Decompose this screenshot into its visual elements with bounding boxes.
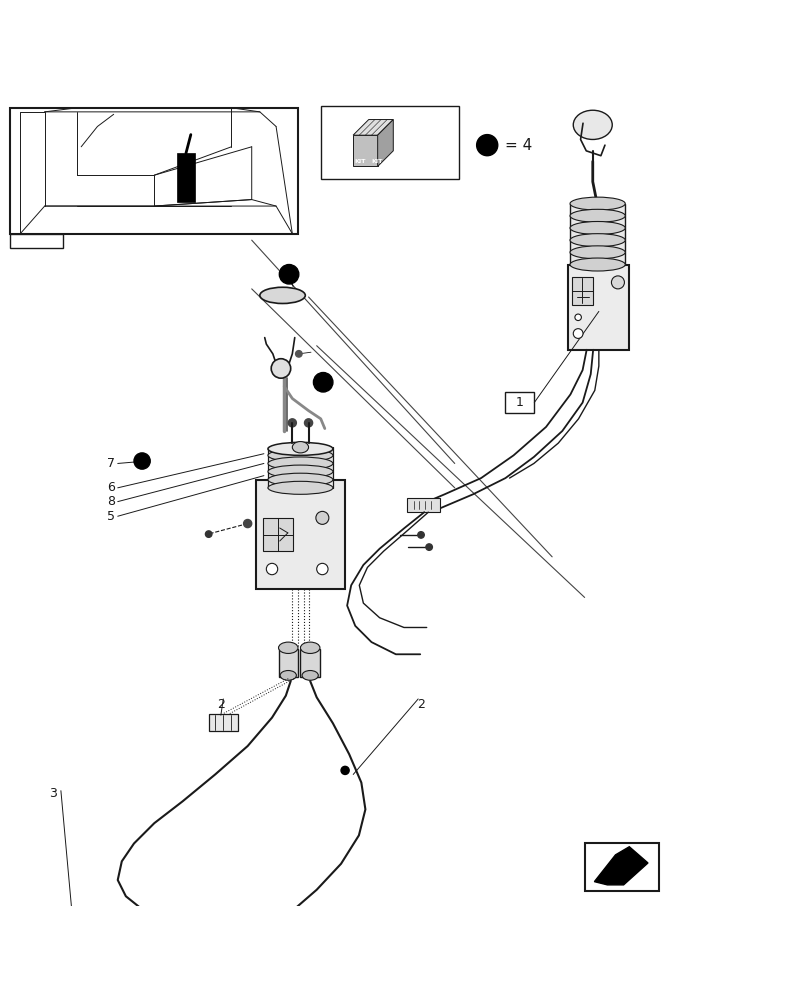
Circle shape [574, 314, 581, 321]
Circle shape [288, 419, 296, 427]
Polygon shape [377, 120, 393, 166]
Circle shape [266, 563, 277, 575]
Circle shape [134, 453, 150, 469]
FancyBboxPatch shape [255, 480, 345, 589]
Ellipse shape [569, 209, 624, 222]
Ellipse shape [268, 473, 333, 486]
Circle shape [82, 913, 88, 920]
FancyBboxPatch shape [569, 204, 624, 265]
Circle shape [295, 351, 302, 357]
FancyBboxPatch shape [584, 843, 659, 891]
Ellipse shape [268, 442, 333, 455]
FancyBboxPatch shape [320, 106, 458, 179]
Ellipse shape [573, 110, 611, 139]
Circle shape [79, 910, 92, 923]
Ellipse shape [268, 465, 333, 478]
Ellipse shape [280, 671, 296, 680]
Ellipse shape [268, 449, 333, 462]
FancyBboxPatch shape [10, 234, 62, 248]
Circle shape [316, 563, 328, 575]
Circle shape [611, 276, 624, 289]
Circle shape [341, 766, 349, 774]
Polygon shape [353, 135, 377, 166]
Text: = 4: = 4 [504, 138, 532, 153]
Ellipse shape [300, 642, 320, 653]
Circle shape [74, 925, 80, 932]
Ellipse shape [268, 457, 333, 470]
Ellipse shape [569, 234, 624, 247]
Text: 6: 6 [107, 481, 115, 494]
Ellipse shape [569, 246, 624, 259]
FancyBboxPatch shape [177, 153, 195, 202]
FancyBboxPatch shape [504, 392, 534, 413]
Text: KIT: KIT [371, 159, 382, 164]
Text: 3: 3 [49, 787, 57, 800]
Text: 5: 5 [107, 510, 115, 523]
Ellipse shape [268, 481, 333, 494]
Circle shape [279, 265, 298, 284]
Circle shape [71, 922, 84, 935]
Circle shape [304, 419, 312, 427]
Polygon shape [353, 120, 393, 135]
FancyBboxPatch shape [406, 498, 440, 512]
Ellipse shape [290, 462, 310, 473]
FancyBboxPatch shape [300, 649, 320, 677]
Polygon shape [594, 847, 647, 885]
FancyBboxPatch shape [263, 518, 292, 551]
Circle shape [417, 532, 423, 538]
FancyBboxPatch shape [208, 714, 238, 731]
Text: 1: 1 [515, 396, 523, 409]
Text: 2: 2 [217, 698, 225, 711]
Text: 8: 8 [107, 495, 115, 508]
Polygon shape [14, 236, 57, 246]
Text: 7: 7 [107, 457, 115, 470]
Circle shape [315, 511, 328, 524]
Ellipse shape [278, 642, 298, 653]
Circle shape [271, 359, 290, 378]
FancyBboxPatch shape [290, 468, 310, 480]
Circle shape [476, 135, 497, 156]
Circle shape [573, 329, 582, 338]
Circle shape [205, 531, 212, 537]
FancyBboxPatch shape [568, 265, 629, 350]
Ellipse shape [569, 221, 624, 234]
Ellipse shape [569, 197, 624, 210]
Circle shape [313, 373, 333, 392]
FancyBboxPatch shape [10, 108, 298, 234]
Ellipse shape [569, 258, 624, 271]
FancyBboxPatch shape [278, 649, 298, 677]
Ellipse shape [292, 442, 308, 453]
FancyBboxPatch shape [572, 277, 592, 305]
Circle shape [425, 544, 431, 550]
Text: KIT: KIT [354, 159, 366, 164]
Ellipse shape [302, 671, 318, 680]
Text: 2: 2 [416, 698, 424, 711]
Ellipse shape [260, 287, 305, 303]
FancyBboxPatch shape [268, 451, 333, 488]
Circle shape [243, 519, 251, 528]
